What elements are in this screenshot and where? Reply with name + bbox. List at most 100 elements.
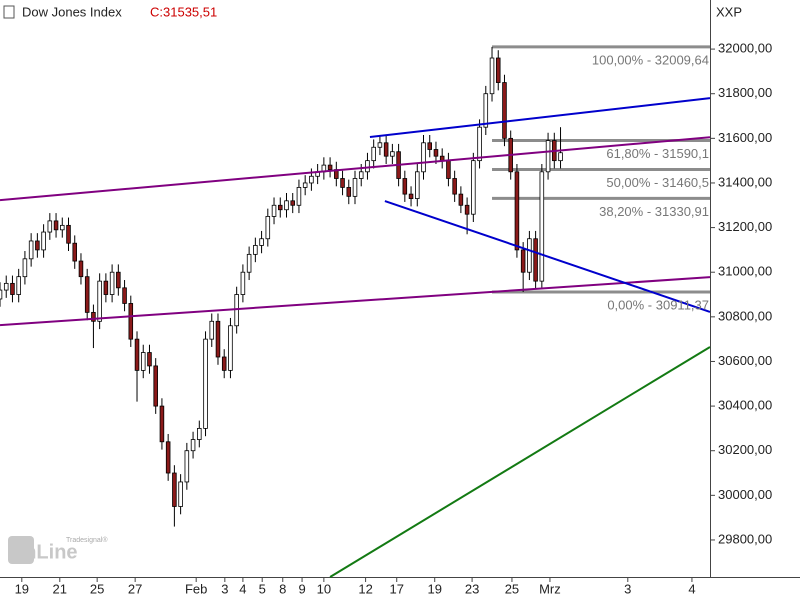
fib-label: 0,00% - 30911,37 — [607, 297, 709, 312]
candle-body — [159, 405, 165, 443]
candle-body — [489, 57, 495, 95]
last-price: C:31535,51 — [150, 4, 217, 19]
candle-body — [346, 187, 352, 197]
candle-body — [259, 238, 264, 246]
candle-body — [290, 200, 295, 206]
candle-body — [109, 271, 115, 295]
x-tick-label: Mrz — [539, 581, 561, 596]
candle-body — [10, 282, 15, 295]
candle-body — [327, 164, 333, 170]
y-tick-label: 30600,00 — [718, 353, 772, 368]
x-tick-label: 27 — [128, 581, 142, 596]
candle-body — [47, 220, 53, 233]
candle-body — [203, 338, 208, 429]
x-tick-label: 23 — [465, 581, 479, 596]
candle-body — [477, 126, 482, 162]
candle-body — [296, 187, 302, 206]
candle-body — [514, 171, 520, 251]
candle-body — [84, 276, 90, 313]
candle-body — [539, 171, 545, 282]
candle-body — [408, 193, 414, 199]
logo-mark — [8, 536, 34, 564]
candle-body — [28, 240, 34, 260]
y-tick-label: 31600,00 — [718, 130, 772, 145]
candle-body — [178, 481, 183, 507]
x-tick-label: 10 — [317, 581, 331, 596]
candle-body — [520, 249, 526, 273]
candle-body — [0, 289, 3, 300]
candle-body — [545, 140, 551, 173]
fib-label: 50,00% - 31460,5 — [606, 175, 709, 190]
exchange: XXP — [716, 4, 742, 19]
candle-body — [502, 82, 507, 139]
x-tick-label: 12 — [358, 581, 372, 596]
x-tick-label: 19 — [15, 581, 29, 596]
candle-body — [184, 450, 190, 483]
trend-line — [0, 276, 711, 327]
candle-body — [433, 149, 439, 157]
candle-body — [352, 178, 358, 197]
candle-body — [215, 320, 221, 358]
candle-body — [140, 352, 146, 371]
trend-line — [329, 346, 711, 578]
candle-body — [190, 439, 196, 452]
candle-body — [495, 57, 501, 83]
candle-body — [253, 245, 258, 255]
candle-body — [22, 258, 28, 278]
candle-body — [446, 160, 451, 179]
x-tick-label: 19 — [427, 581, 441, 596]
x-tick-label: 4 — [239, 581, 246, 596]
x-tick-label: 17 — [389, 581, 403, 596]
y-tick-label: 31200,00 — [718, 219, 772, 234]
y-tick-label: 32000,00 — [718, 41, 772, 56]
candle-body — [3, 282, 9, 291]
y-tick-label: 31800,00 — [718, 85, 772, 100]
candle-body — [16, 276, 21, 295]
candle-body — [365, 160, 370, 173]
candle-body — [527, 238, 532, 273]
trend-line — [0, 136, 711, 202]
candle-body — [103, 280, 109, 295]
x-tick-label: 25 — [505, 581, 519, 596]
candle-body — [421, 142, 426, 173]
candle-body — [197, 427, 202, 440]
candle-body — [415, 171, 420, 199]
candle-body — [172, 472, 177, 507]
candle-body — [153, 365, 158, 407]
candle-body — [309, 175, 314, 184]
candle-body — [558, 152, 563, 162]
fib-label: 61,80% - 31590,1 — [606, 146, 709, 161]
candle-body — [265, 216, 271, 240]
candle-body — [97, 280, 102, 322]
candle-body — [377, 142, 383, 148]
candle-body — [458, 193, 464, 206]
candle-body — [66, 224, 71, 244]
candle-body — [427, 142, 433, 150]
y-tick-label: 29800,00 — [718, 531, 772, 546]
candle-body — [284, 200, 289, 211]
y-tick-label: 31400,00 — [718, 174, 772, 189]
candle-body — [221, 356, 227, 371]
candle-body — [277, 204, 283, 211]
candle-body — [358, 171, 364, 179]
candle-body — [240, 271, 246, 295]
candle-body — [533, 238, 538, 282]
y-tick-label: 31000,00 — [718, 264, 772, 279]
candle-body — [53, 220, 59, 231]
chart-title: Dow Jones Index — [22, 4, 122, 19]
candle-body — [128, 303, 134, 340]
logo: onLine — [12, 541, 78, 563]
candle-body — [371, 146, 376, 162]
candle-body — [72, 242, 78, 262]
candle-body — [116, 271, 121, 289]
candle-body — [390, 151, 395, 157]
candle-body — [147, 352, 152, 367]
x-tick-label: 8 — [279, 581, 286, 596]
x-tick-label: 4 — [688, 581, 695, 596]
candle-body — [209, 320, 215, 340]
candle-body — [302, 182, 308, 188]
candle-body — [383, 142, 389, 157]
x-tick-label: 25 — [90, 581, 104, 596]
x-tick-label: Feb — [185, 581, 207, 596]
